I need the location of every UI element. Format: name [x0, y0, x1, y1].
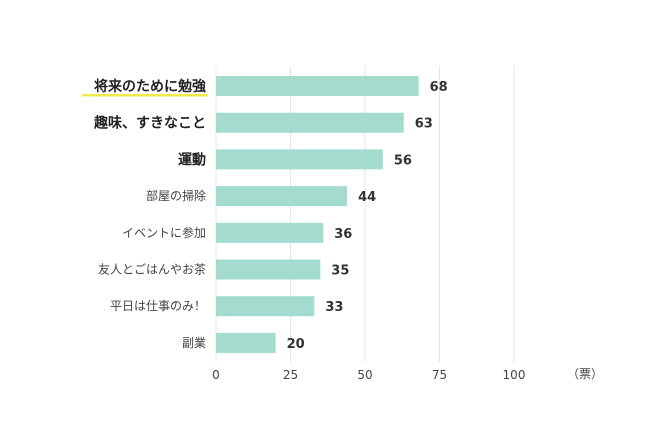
category-label: 運動 [178, 151, 206, 168]
category-label: 部屋の掃除 [146, 188, 206, 203]
bar-value-label: 68 [430, 80, 448, 95]
bar-layer [216, 76, 419, 353]
bar [216, 259, 321, 280]
bar-value-label: 20 [287, 337, 305, 352]
category-label: 将来のために勉強 [94, 78, 206, 95]
category-label: 副業 [182, 336, 206, 350]
x-tick-label: 50 [357, 368, 372, 382]
x-tick-label: 100 [503, 368, 526, 382]
category-label: イベントに参加 [122, 225, 206, 240]
bar [216, 222, 324, 243]
x-tick-label: 25 [283, 368, 298, 382]
label-layer: 68 将来のために勉強 63 趣味、すきなこと 56 運動 44 部屋の掃除 36 イベントに参加… [82, 78, 448, 352]
bar-value-label: 56 [394, 153, 412, 168]
bar [216, 296, 315, 317]
bar-value-label: 35 [331, 264, 349, 279]
bar [216, 112, 404, 133]
tick-layer: 0 25 50 75 100 [212, 368, 525, 382]
bar [216, 76, 419, 96]
grid-layer [215, 66, 515, 362]
x-tick-label: 75 [432, 368, 447, 382]
bar-value-label: 44 [358, 190, 376, 205]
bar-value-label: 33 [325, 300, 343, 315]
bar [216, 149, 383, 170]
bar-value-label: 36 [334, 227, 352, 242]
x-tick-label: 0 [212, 368, 220, 382]
category-label: 趣味、すきなこと [93, 115, 206, 132]
x-axis-unit-label: （票） [567, 367, 603, 381]
category-label: 平日は仕事のみ！ [110, 299, 206, 313]
bar [216, 186, 348, 207]
category-label: 友人とごはんやお茶 [98, 262, 206, 277]
bar [216, 332, 276, 353]
label-highlight-underline [82, 94, 208, 97]
bar-value-label: 63 [415, 117, 433, 132]
